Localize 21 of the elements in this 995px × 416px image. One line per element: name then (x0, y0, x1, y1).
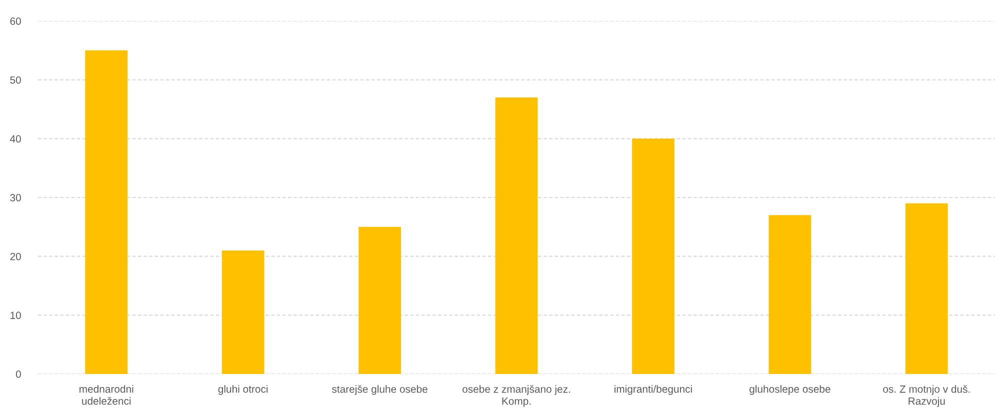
bar (495, 97, 538, 374)
y-tick-label: 60 (10, 18, 21, 25)
bar (632, 138, 674, 374)
y-tick-label: 0 (16, 370, 21, 378)
bar (85, 50, 128, 374)
bar (358, 226, 401, 374)
x-tick-label: osebe z zmanjšano jez. Komp. (462, 385, 570, 407)
y-tick-label: 50 (10, 76, 21, 84)
x-tick-label: gluhoslepe osebe (750, 385, 830, 395)
y-tick-label: 30 (10, 194, 21, 202)
x-tick-label: mednarodni udeleženci (80, 385, 134, 405)
x-tick-label: imigranti/begunci (614, 385, 692, 395)
y-tick-label: 10 (10, 312, 21, 320)
y-tick-label: 20 (10, 252, 21, 260)
x-tick-label: starejše gluhe osebe (332, 385, 428, 395)
y-tick-label: 40 (10, 135, 21, 143)
bar (905, 203, 948, 374)
x-tick-label: os. Z motnjo v duš. Razvoju (883, 385, 970, 407)
bar (768, 215, 812, 374)
x-tick-label: gluhi otroci (218, 385, 268, 395)
bar (222, 250, 264, 374)
